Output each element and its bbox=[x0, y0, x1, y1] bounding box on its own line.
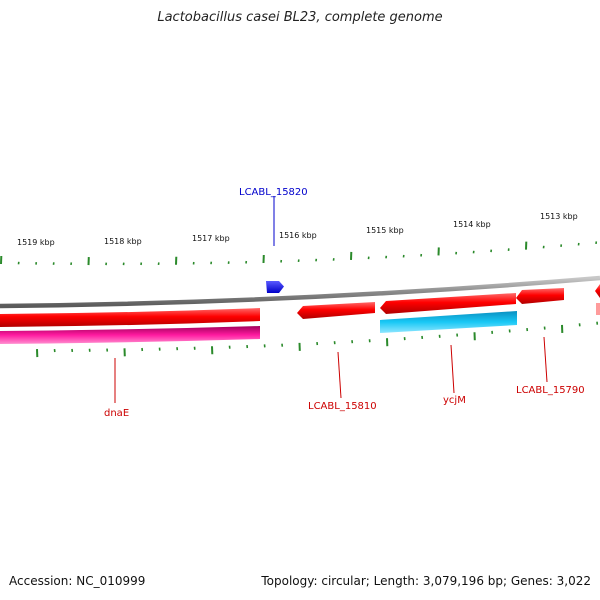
inner-tick-ring bbox=[36, 321, 599, 358]
gene-leader-lines bbox=[114, 196, 548, 403]
tick-label: 1517 kbp bbox=[192, 234, 230, 243]
accession-text: Accession: NC_010999 bbox=[9, 574, 146, 588]
gene-LCABL_15810-arrow[interactable] bbox=[297, 302, 375, 319]
tick-label: 1513 kbp bbox=[540, 212, 578, 221]
map-title: Lactobacillus casei BL23, complete genom… bbox=[157, 10, 443, 25]
genome-stats-text: Topology: circular; Length: 3,079,196 bp… bbox=[261, 574, 591, 588]
tick-label: 1514 kbp bbox=[453, 220, 491, 229]
gene-label-LCABL_15810[interactable]: LCABL_15810 bbox=[308, 401, 377, 412]
outer-tick-ring bbox=[0, 241, 598, 266]
tick-labels: 1519 kbp 1518 kbp 1517 kbp 1516 kbp 1515… bbox=[17, 212, 578, 247]
gene-LCABL_15820-arrow[interactable] bbox=[266, 281, 284, 293]
gene-ycjM-arrow[interactable] bbox=[380, 293, 516, 314]
gene-dnaE-arrow[interactable] bbox=[0, 308, 260, 327]
gene-edge-arrow[interactable] bbox=[595, 284, 600, 298]
tick-label: 1515 kbp bbox=[366, 226, 404, 235]
gene-LCABL_15790-arrow[interactable] bbox=[516, 288, 564, 304]
gene-label-LCABL_15820[interactable]: LCABL_15820 bbox=[239, 187, 308, 198]
feature-pink-track bbox=[0, 326, 260, 344]
tick-label: 1516 kbp bbox=[279, 231, 317, 240]
feature-cyan-track bbox=[380, 311, 517, 333]
gene-labels: LCABL_15820 dnaE LCABL_15810 ycjM LCABL_… bbox=[104, 187, 585, 419]
tick-label: 1518 kbp bbox=[104, 237, 142, 246]
gene-edge-shadow bbox=[596, 303, 600, 315]
gene-label-ycjM[interactable]: ycjM bbox=[443, 395, 466, 406]
genome-backbone bbox=[0, 275, 600, 309]
gene-label-LCABL_15790[interactable]: LCABL_15790 bbox=[516, 385, 585, 396]
gene-label-dnaE[interactable]: dnaE bbox=[104, 408, 129, 419]
tick-label: 1519 kbp bbox=[17, 238, 55, 247]
